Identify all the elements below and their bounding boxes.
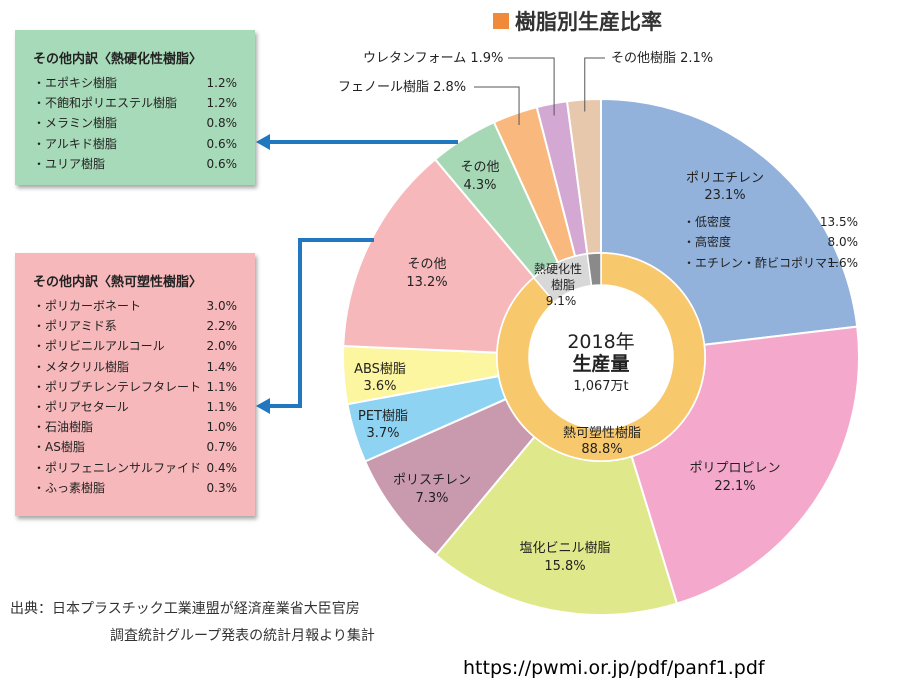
center-total: 1,067万t: [573, 379, 628, 394]
thermoset-box-title: その他内訳〈熱硬化性樹脂〉: [33, 52, 203, 67]
thermoplastic-row: ・ポリフェニレンサルファイド 0.4%: [33, 458, 241, 478]
thermoset-item-value: 0.6%: [206, 136, 238, 151]
label-pvc-name: 塩化ビニル樹脂: [519, 541, 610, 556]
chart-title-text: 樹脂別生産比率: [515, 10, 662, 34]
label-other-resin: その他樹脂 2.1%: [611, 51, 713, 66]
pe-breakdown-0-value: 13.5%: [820, 215, 858, 229]
thermoplastic-item-name: ・ポリビニルアルコール: [33, 339, 165, 354]
thermoset-item-value: 0.6%: [206, 156, 238, 171]
label-inner-ts-name1: 熱硬化性: [534, 262, 582, 276]
label-urethane: ウレタンフォーム 1.9%: [363, 51, 503, 66]
thermoplastic-row: ・AS樹脂 0.7%: [33, 437, 241, 457]
thermoplastic-item-value: 1.4%: [206, 359, 238, 374]
thermoplastic-item-value: 3.0%: [206, 299, 238, 313]
thermoplastic-item-value: 2.2%: [206, 319, 238, 334]
thermoset-breakdown-box: その他内訳〈熱硬化性樹脂〉 ・エポキシ樹脂 1.2% ・不飽和ポリエステル樹脂 1.2…: [15, 30, 255, 185]
pe-breakdown-1-name: ・高密度: [683, 234, 731, 249]
label-ps-value: 7.3%: [415, 491, 448, 506]
pe-breakdown-0-name: ・低密度: [683, 214, 731, 229]
thermoplastic-row: ・メタクリル樹脂 1.4%: [33, 357, 241, 377]
thermoplastic-item-value: 1.0%: [206, 420, 238, 435]
thermoset-row: ・ユリア樹脂 0.6%: [33, 154, 241, 174]
thermoplastic-row: ・ポリビニルアルコール 2.0%: [33, 336, 241, 356]
thermoplastic-item-name: ・ポリアセタール: [33, 400, 129, 415]
title-square-icon: [493, 13, 509, 29]
thermoplastic-item-value: 1.1%: [206, 400, 238, 415]
leader-lines: [474, 57, 605, 126]
label-inner-ts-name2: 樹脂: [551, 277, 575, 292]
label-pvc-value: 15.8%: [544, 559, 585, 574]
thermoplastic-row: ・石油樹脂 1.0%: [33, 417, 241, 437]
label-abs-name: ABS樹脂: [354, 362, 406, 377]
thermoset-row: ・エポキシ樹脂 1.2%: [33, 73, 241, 93]
leader-other-resin: [584, 57, 605, 112]
thermoset-item-name: ・エポキシ樹脂: [33, 76, 118, 90]
thermoset-item-value: 1.2%: [206, 76, 238, 90]
thermoplastic-item-name: ・ふっ素樹脂: [33, 480, 106, 495]
label-other-ts-value: 4.3%: [463, 178, 496, 193]
label-pe-value: 23.1%: [704, 188, 745, 203]
thermoset-item-name: ・メラミン樹脂: [33, 116, 118, 131]
thermoset-row: ・不飽和ポリエステル樹脂 1.2%: [33, 93, 241, 113]
label-pp-value: 22.1%: [714, 479, 755, 494]
leader-urethane: [508, 57, 555, 116]
source-line-1: 出典：日本プラスチック工業連盟が経済産業省大臣官房: [10, 601, 360, 617]
label-pet-name: PET樹脂: [358, 409, 408, 424]
outer-ring: [342, 97, 860, 616]
thermoplastic-row: ・ポリアセタール 1.1%: [33, 397, 241, 417]
thermoplastic-breakdown-box: その他内訳〈熱可塑性樹脂〉 ・ポリカーボネート 3.0% ・ポリアミド系 2.2% ・ポ…: [15, 253, 255, 516]
label-inner-ts-value: 9.1%: [546, 294, 577, 308]
label-other-ts-name: その他: [460, 160, 499, 175]
thermoset-item-name: ・不飽和ポリエステル樹脂: [33, 96, 178, 111]
thermoplastic-item-value: 0.4%: [206, 460, 238, 475]
arrowhead-thermoplastic: [256, 398, 270, 414]
pe-breakdown-2-name: ・エチレン・酢ビコポリマー: [683, 255, 839, 270]
thermoplastic-row: ・ふっ素樹脂 0.3%: [33, 478, 241, 498]
thermoplastic-item-value: 0.7%: [206, 440, 238, 455]
thermoplastic-item-name: ・ポリカーボネート: [33, 299, 142, 313]
arrowhead-thermoset: [256, 134, 270, 150]
thermoset-item-value: 1.2%: [206, 96, 238, 111]
label-other-tp-value: 13.2%: [406, 275, 447, 290]
label-inner-tp-name: 熱可塑性樹脂: [563, 426, 641, 441]
thermoplastic-item-name: ・ポリアミド系: [33, 319, 117, 334]
label-ps-name: ポリスチレン: [393, 473, 471, 488]
thermoplastic-item-value: 2.0%: [206, 339, 238, 354]
label-pe-name: ポリエチレン: [686, 171, 764, 186]
thermoset-item-name: ・ユリア樹脂: [33, 156, 106, 171]
arrow-thermoplastic: [270, 238, 374, 408]
center-year: 2018年: [567, 331, 634, 353]
chart-title: 樹脂別生産比率: [493, 6, 662, 36]
thermoplastic-box-title: その他内訳〈熱可塑性樹脂〉: [33, 275, 203, 290]
thermoset-row: ・メラミン樹脂 0.8%: [33, 113, 241, 133]
thermoplastic-row: ・ポリカーボネート 3.0%: [33, 296, 241, 316]
pe-breakdown-1-value: 8.0%: [828, 235, 859, 249]
thermoset-item-value: 0.8%: [206, 116, 238, 131]
thermoplastic-row: ・ポリブチレンテレフタレート 1.1%: [33, 377, 241, 397]
thermoplastic-row: ・ポリアミド系 2.2%: [33, 316, 241, 336]
label-phenol: フェノール樹脂 2.8%: [338, 80, 466, 95]
thermoplastic-item-name: ・ポリブチレンテレフタレート: [33, 379, 202, 394]
thermoplastic-item-value: 0.3%: [206, 480, 238, 495]
thermoplastic-item-name: ・石油樹脂: [33, 420, 94, 435]
label-pp-name: ポリプロピレン: [689, 461, 780, 476]
thermoset-item-name: ・アルキド樹脂: [33, 136, 117, 151]
source-line-2: 調査統計グループ発表の統計月報より集計: [110, 628, 375, 644]
label-other-tp-name: その他: [407, 257, 446, 272]
center-label: 生産量: [572, 352, 629, 375]
label-abs-value: 3.6%: [363, 379, 396, 394]
label-pet-value: 3.7%: [366, 426, 399, 441]
label-inner-tp-value: 88.8%: [581, 442, 622, 457]
thermoplastic-item-name: ・ポリフェニレンサルファイド: [33, 460, 202, 475]
center-disc: [529, 285, 673, 429]
thermoset-row: ・アルキド樹脂 0.6%: [33, 134, 241, 154]
source-url: https://pwmi.or.jp/pdf/panf1.pdf: [463, 657, 765, 679]
pe-breakdown-2-value: 1.6%: [828, 256, 859, 270]
callout-arrows: [256, 134, 458, 414]
thermoplastic-item-name: ・メタクリル樹脂: [33, 359, 130, 374]
leader-phenol: [474, 86, 520, 126]
thermoplastic-item-value: 1.1%: [206, 379, 238, 394]
thermoplastic-item-name: ・AS樹脂: [33, 440, 85, 455]
